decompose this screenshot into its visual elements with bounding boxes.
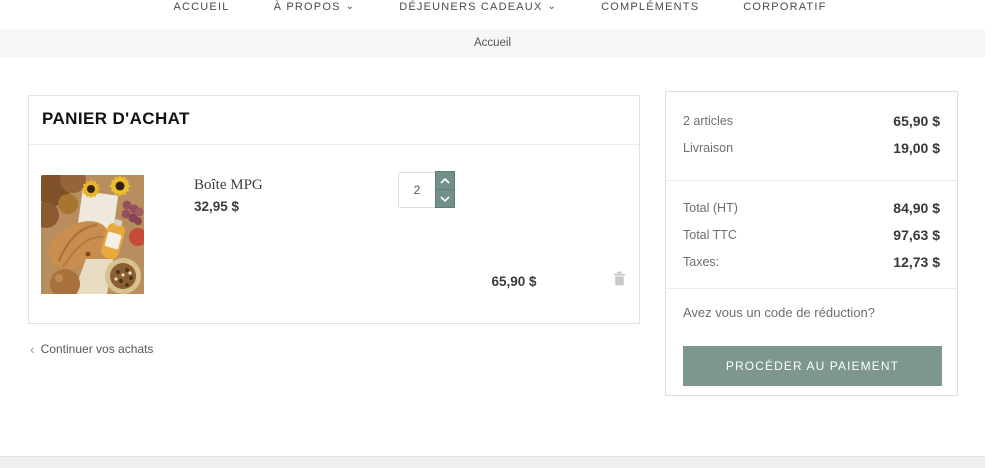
nav-item-label: DÉJEUNERS CADEAUX <box>399 1 543 13</box>
divider <box>666 288 957 289</box>
summary-row-articles: 2 articles 65,90 $ <box>683 107 940 134</box>
summary-totals: Total (HT) 84,90 $ Total TTC 97,63 $ Tax… <box>666 194 957 275</box>
continue-shopping-link[interactable]: ‹ Continuer vos achats <box>30 342 153 356</box>
flower-shape <box>110 176 130 196</box>
line-total-price: 65,90 $ <box>491 274 537 289</box>
product-unit-price: 32,95 $ <box>194 199 240 214</box>
nav-item-complements[interactable]: COMPLÉMENTS <box>601 1 699 13</box>
product-name[interactable]: Boîte MPG <box>194 177 263 193</box>
order-summary-panel: 2 articles 65,90 $ Livraison 19,00 $ Tot… <box>665 91 958 396</box>
flower-shape <box>82 180 100 198</box>
stepper-buttons <box>435 171 455 208</box>
summary-value: 97,63 $ <box>893 226 940 243</box>
summary-value: 19,00 $ <box>893 139 940 156</box>
chevron-down-icon: ⌄ <box>547 1 558 12</box>
continue-shopping-label: Continuer vos achats <box>40 342 154 356</box>
page-title: PANIER D'ACHAT <box>42 109 190 128</box>
top-navigation: ACCUEIL À PROPOS ⌄ DÉJEUNERS CADEAUX ⌄ C… <box>0 0 1000 29</box>
footer-band <box>0 456 985 468</box>
summary-value: 84,90 $ <box>893 199 940 216</box>
divider <box>666 180 957 181</box>
cart-panel: PANIER D'ACHAT <box>28 95 640 324</box>
summary-label: Total (HT) <box>683 200 738 215</box>
nav-item-label: À PROPOS <box>273 1 341 13</box>
product-image[interactable] <box>41 175 144 294</box>
summary-row-shipping: Livraison 19,00 $ <box>683 134 940 161</box>
chevron-left-icon: ‹ <box>30 341 35 357</box>
coupon-code-link[interactable]: Avez vous un code de réduction? <box>683 305 876 320</box>
chevron-down-icon: ⌄ <box>345 1 356 12</box>
quantity-stepper <box>398 171 455 208</box>
chevron-down-icon <box>440 195 450 202</box>
nav-item-dejeuners-cadeaux[interactable]: DÉJEUNERS CADEAUX ⌄ <box>399 1 557 13</box>
breadcrumb[interactable]: Accueil <box>473 37 512 49</box>
summary-row-total-ht: Total (HT) 84,90 $ <box>683 194 940 221</box>
quantity-decrement-button[interactable] <box>435 189 455 208</box>
trash-icon <box>613 271 625 286</box>
nav-item-label: ACCUEIL <box>173 1 230 13</box>
summary-label: 2 articles <box>683 113 734 128</box>
summary-row-total-ttc: Total TTC 97,63 $ <box>683 221 940 248</box>
quantity-input[interactable] <box>398 172 436 208</box>
summary-label: Total TTC <box>683 227 737 242</box>
summary-value: 12,73 $ <box>893 253 940 270</box>
nav-item-label: CORPORATIF <box>743 1 827 13</box>
divider <box>29 144 639 145</box>
quantity-increment-button[interactable] <box>435 171 455 190</box>
summary-label: Taxes: <box>683 254 720 269</box>
nav-item-corporatif[interactable]: CORPORATIF <box>743 1 826 13</box>
remove-item-button[interactable] <box>612 271 626 286</box>
breadcrumb-bar: Accueil <box>0 29 985 57</box>
chevron-up-icon <box>440 177 450 184</box>
summary-subtotals: 2 articles 65,90 $ Livraison 19,00 $ <box>666 107 957 161</box>
nav-item-label: COMPLÉMENTS <box>601 1 700 13</box>
summary-value: 65,90 $ <box>893 112 940 129</box>
nav-item-a-propos[interactable]: À PROPOS ⌄ <box>274 1 356 13</box>
summary-row-taxes: Taxes: 12,73 $ <box>683 248 940 275</box>
summary-label: Livraison <box>683 140 734 155</box>
nav-item-accueil[interactable]: ACCUEIL <box>173 1 229 13</box>
proceed-to-payment-button[interactable]: PROCÉDER AU PAIEMENT <box>683 346 942 386</box>
